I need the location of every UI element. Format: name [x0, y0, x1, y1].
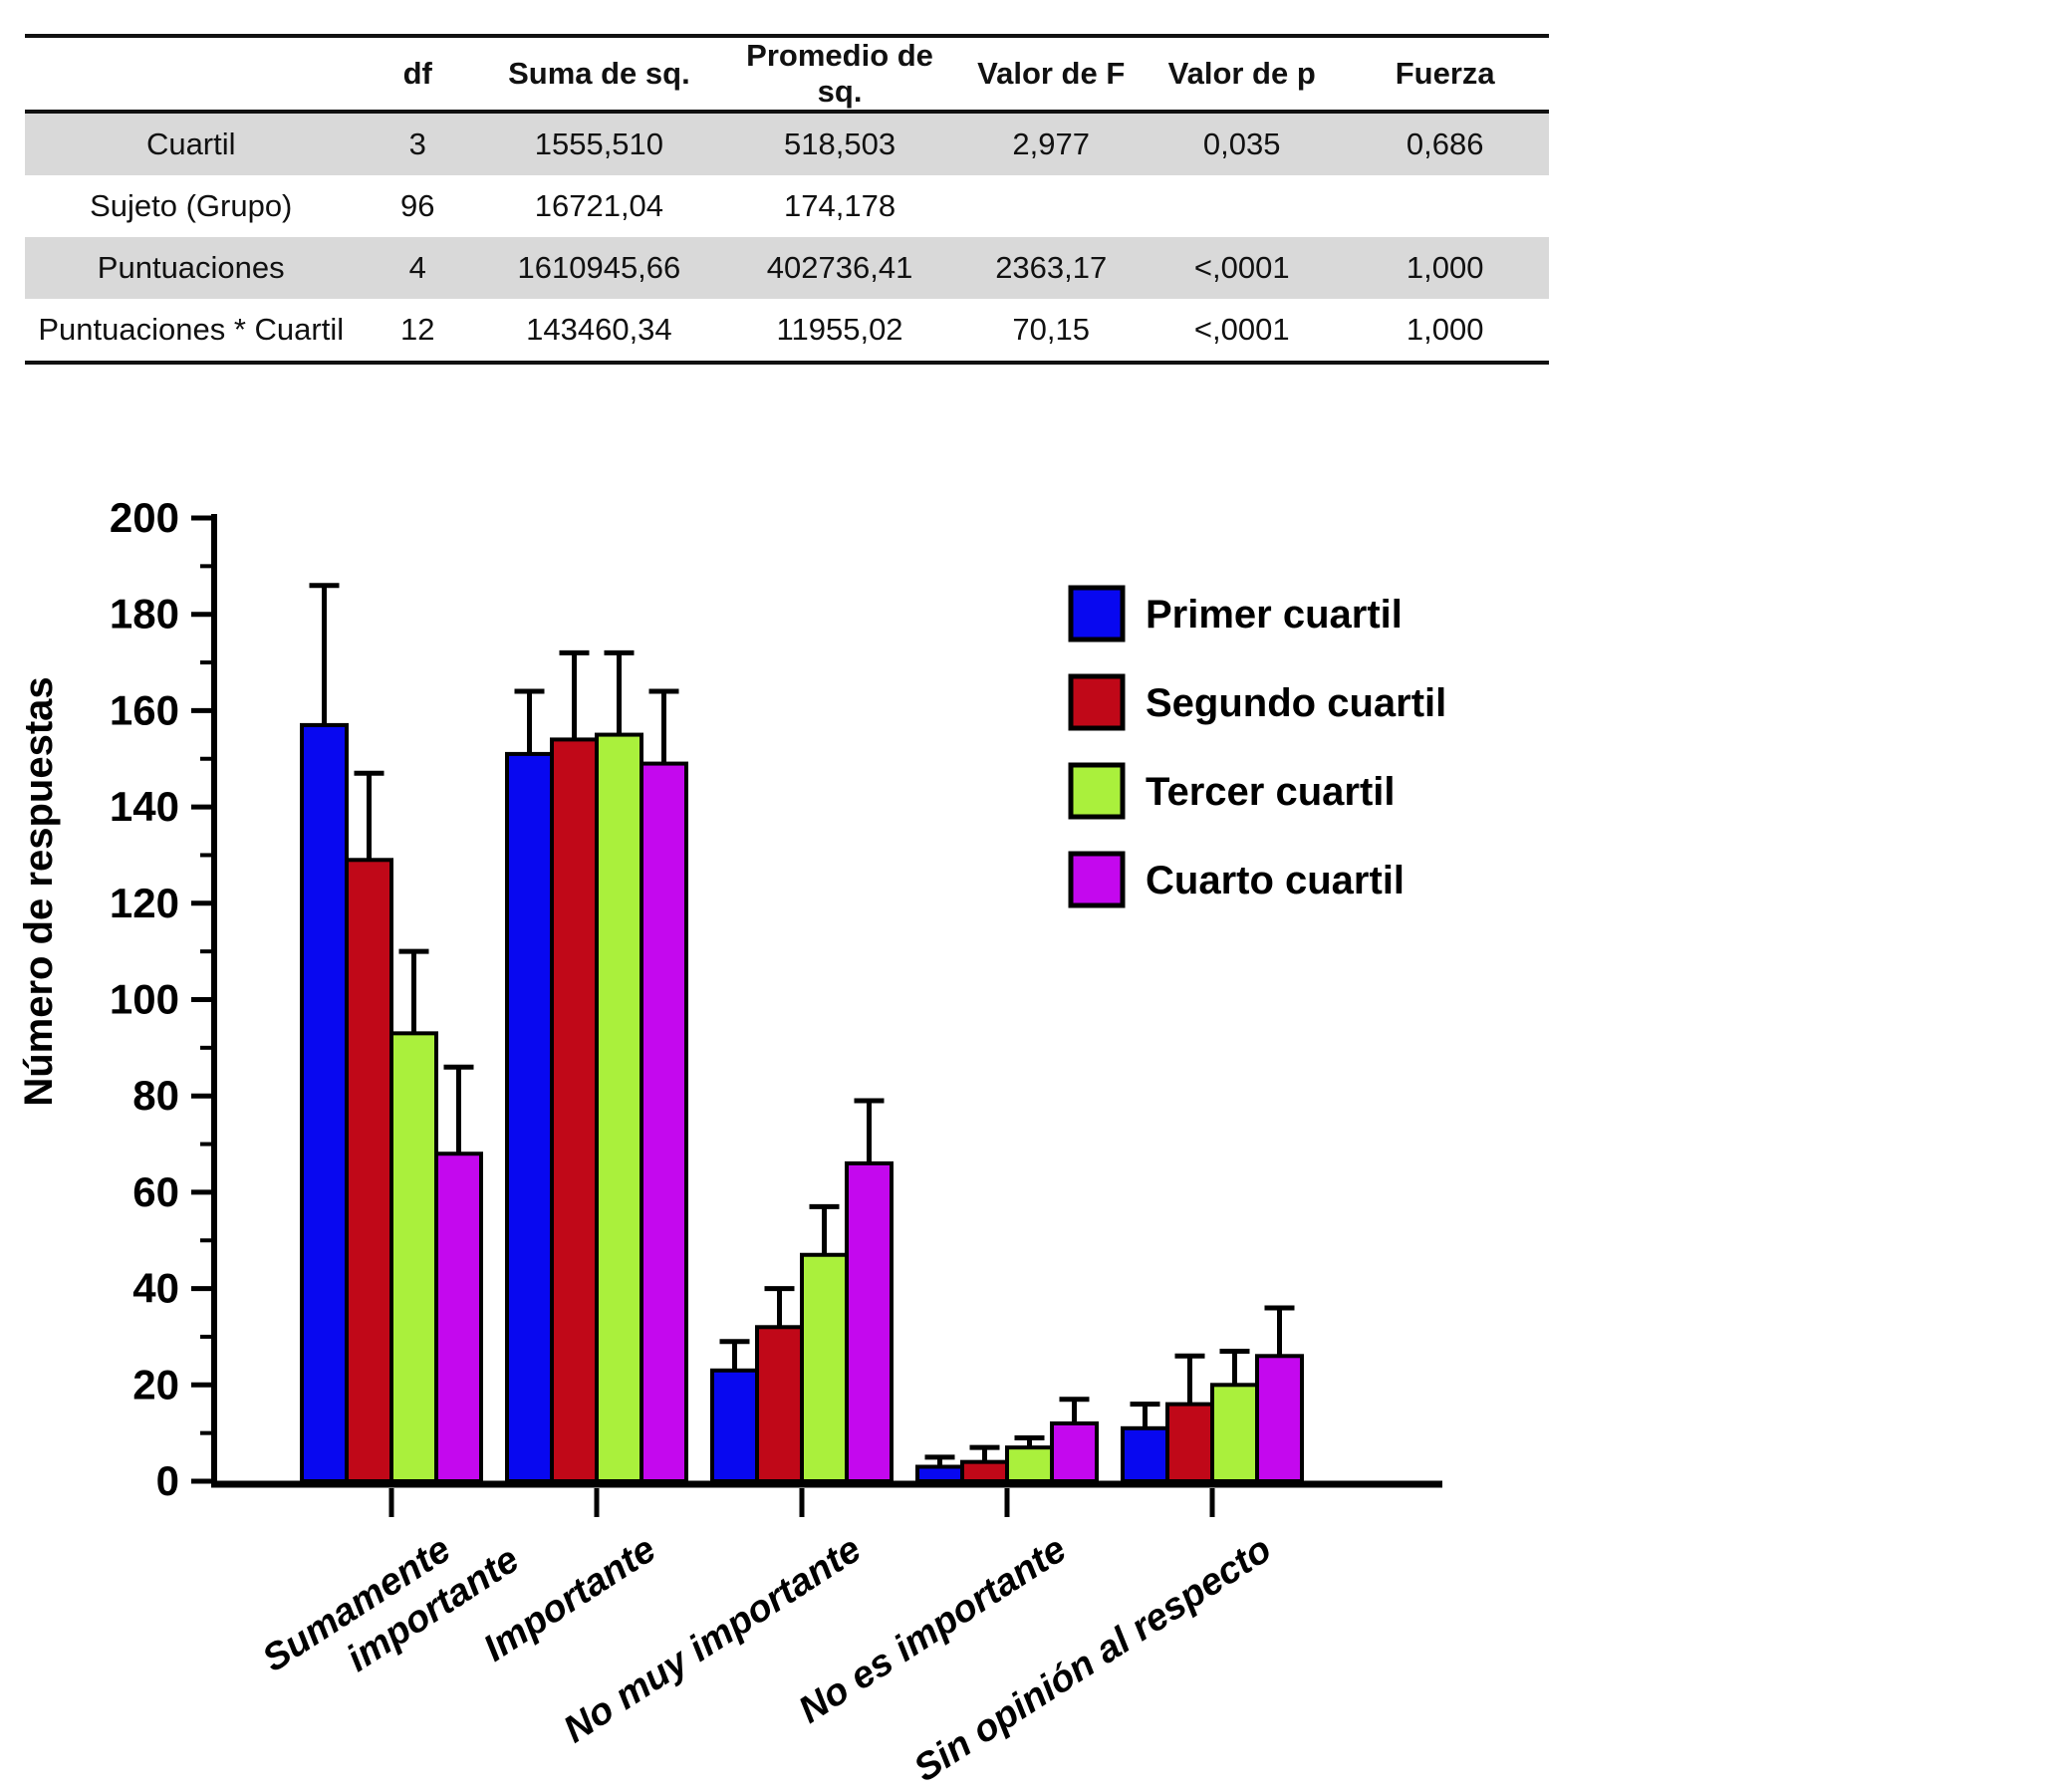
- bar-primer-cuartil: [300, 722, 349, 1483]
- table-cell: 12: [400, 312, 435, 347]
- column-header-2: Suma de sq.: [478, 36, 720, 114]
- bar-primer-cuartil: [505, 751, 554, 1483]
- bar-cuarto-cuartil: [434, 1152, 483, 1483]
- column-header-3: Promedio de sq.: [719, 36, 960, 114]
- x-category-label: Sumamenteimportante: [255, 1500, 526, 1718]
- y-tick-label: 80: [132, 1072, 179, 1119]
- row-label: Sujeto (Grupo): [90, 188, 293, 223]
- table-cell: 1,000: [1406, 250, 1484, 285]
- column-header-4: Valor de F: [959, 36, 1144, 114]
- bar-cuarto-cuartil: [1050, 1420, 1099, 1483]
- table-cell: 16721,04: [534, 188, 664, 223]
- table-cell: 96: [400, 188, 435, 223]
- bar-segundo-cuartil: [960, 1459, 1009, 1484]
- table-cell: 2363,17: [995, 250, 1108, 285]
- y-tick-label: 160: [110, 686, 179, 733]
- table-cell: 174,178: [784, 188, 896, 223]
- table-cell: <,0001: [1193, 250, 1290, 285]
- legend-swatch-primer-cuartil: [1068, 585, 1126, 642]
- anova-table-header: df Suma de sq. Promedio de sq. Valor de F Va…: [25, 36, 1549, 114]
- y-tick-label: 180: [110, 591, 179, 638]
- bar-tercer-cuartil: [389, 1031, 438, 1483]
- bar-primer-cuartil: [710, 1368, 759, 1484]
- legend-label: Cuarto cuartil: [1146, 859, 1405, 902]
- table-row: Cuartil 3 1555,510 518,503 2,977 0,035 0,686: [25, 112, 1549, 175]
- bar-segundo-cuartil: [550, 737, 599, 1483]
- y-tick-label: 20: [132, 1361, 179, 1408]
- table-cell: 3: [408, 127, 426, 161]
- table-cell: 11955,02: [776, 312, 903, 347]
- table-cell: <,0001: [1193, 312, 1290, 347]
- table-row: Puntuaciones 4 1610945,66 402736,41 2363,17 <…: [25, 237, 1549, 299]
- column-header-6: Fuerza: [1341, 36, 1549, 114]
- x-category-label: Sin opinión al respecto: [906, 1528, 1278, 1790]
- y-tick-label: 120: [110, 880, 179, 926]
- bar-tercer-cuartil: [1005, 1445, 1054, 1484]
- bar-cuarto-cuartil: [1255, 1354, 1304, 1484]
- y-tick-label: 40: [132, 1265, 179, 1312]
- bar-tercer-cuartil: [1210, 1383, 1259, 1484]
- legend-swatch-cuarto-cuartil: [1068, 851, 1126, 908]
- bar-primer-cuartil: [915, 1464, 964, 1483]
- row-label: Puntuaciones * Cuartil: [38, 312, 345, 347]
- legend-swatch-segundo-cuartil: [1068, 673, 1126, 731]
- table-cell: 518,503: [784, 127, 896, 161]
- table-cell: 1610945,66: [517, 250, 681, 285]
- column-header-5: Valor de p: [1143, 36, 1342, 114]
- bar-tercer-cuartil: [800, 1252, 849, 1483]
- y-tick-label: 200: [110, 494, 179, 541]
- y-tick-label: 60: [132, 1168, 179, 1215]
- table-cell: 0,686: [1406, 127, 1484, 161]
- bar-primer-cuartil: [1121, 1425, 1169, 1483]
- bar-cuarto-cuartil: [845, 1160, 894, 1483]
- legend-label: Segundo cuartil: [1146, 681, 1446, 725]
- bar-tercer-cuartil: [595, 732, 643, 1483]
- table-cell: 1,000: [1406, 312, 1484, 347]
- legend-swatch-tercer-cuartil: [1068, 762, 1126, 820]
- table-cell: 70,15: [1012, 312, 1090, 347]
- table-row: Puntuaciones * Cuartil 12 143460,34 11955,0…: [25, 299, 1549, 363]
- table-row: Sujeto (Grupo) 96 16721,04 174,178: [25, 175, 1549, 237]
- row-label: Puntuaciones: [97, 250, 285, 285]
- bar-segundo-cuartil: [1165, 1402, 1214, 1484]
- table-cell: 2,977: [1012, 127, 1090, 161]
- bar-segundo-cuartil: [345, 858, 393, 1483]
- table-cell: 0,035: [1202, 127, 1281, 161]
- table-cell: 4: [408, 250, 426, 285]
- anova-table: df Suma de sq. Promedio de sq. Valor de F Va…: [25, 34, 1549, 365]
- anova-table-container: df Suma de sq. Promedio de sq. Valor de F Va…: [25, 34, 1549, 365]
- y-axis-title: Número de respuestas: [17, 676, 61, 1106]
- legend-label: Tercer cuartil: [1146, 770, 1396, 814]
- y-tick-label: 100: [110, 976, 179, 1023]
- column-header-empty: [25, 36, 358, 114]
- anova-header-row: df Suma de sq. Promedio de sq. Valor de F Va…: [25, 36, 1549, 114]
- column-header-1: df: [357, 36, 479, 114]
- anova-table-body: Cuartil 3 1555,510 518,503 2,977 0,035 0,686 Su…: [25, 112, 1549, 363]
- table-cell: 143460,34: [526, 312, 672, 347]
- x-category-label-group: Sumamenteimportante: [255, 1500, 526, 1718]
- x-category-label-group: Sin opinión al respecto: [906, 1528, 1278, 1790]
- table-cell: 402736,41: [766, 250, 913, 285]
- legend-label: Primer cuartil: [1146, 593, 1403, 637]
- row-label: Cuartil: [145, 127, 236, 161]
- y-tick-label: 0: [156, 1457, 179, 1504]
- table-cell: 1555,510: [534, 127, 664, 161]
- bar-segundo-cuartil: [755, 1325, 804, 1484]
- y-tick-label: 140: [110, 783, 179, 830]
- bar-cuarto-cuartil: [639, 761, 688, 1483]
